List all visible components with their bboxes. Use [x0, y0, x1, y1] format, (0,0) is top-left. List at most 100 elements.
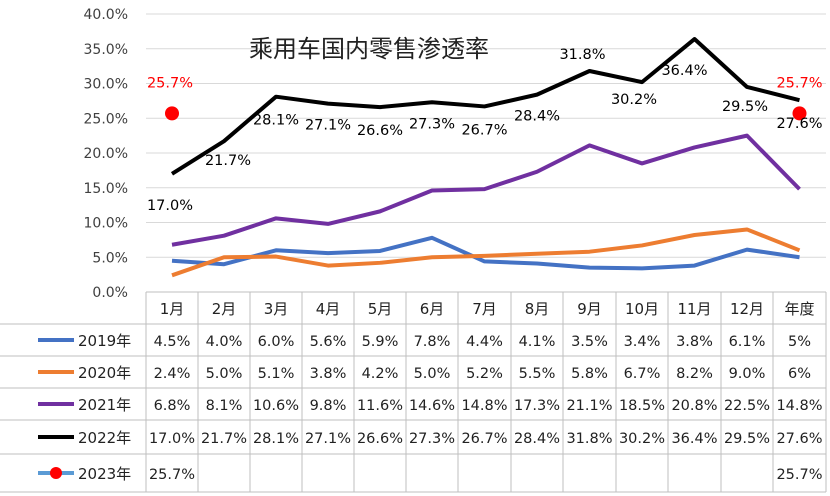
chart-title: 乘用车国内零售渗透率 [249, 35, 489, 63]
table-cell: 4.0% [206, 334, 243, 350]
legend-label: 2023年 [78, 465, 131, 483]
category-label: 年度 [784, 300, 814, 318]
table-cell: 5.9% [362, 334, 399, 350]
series-point-2023年 [792, 106, 807, 121]
category-label: 3月 [264, 300, 289, 318]
data-label: 28.4% [514, 109, 560, 125]
table-cell: 14.8% [776, 398, 822, 414]
y-tick-label: 30.0% [84, 77, 128, 93]
table-cell: 25.7% [776, 467, 822, 483]
y-axis-ticks: 0.0% 5.0% 10.0% 15.0% 20.0% 25.0% 30.0% 35.0% 40… [84, 7, 128, 301]
table-cell: 4.2% [362, 366, 399, 382]
table-cell: 10.6% [253, 398, 299, 414]
table-cell: 8.2% [676, 366, 713, 382]
data-label: 26.7% [461, 122, 507, 138]
legend-label: 2021年 [78, 396, 131, 414]
table-cell: 31.8% [566, 431, 612, 447]
table-cell: 4.1% [519, 334, 556, 350]
table-cell: 26.7% [461, 431, 507, 447]
category-label: 2月 [212, 300, 237, 318]
series-point-2023年 [165, 106, 179, 121]
table-cell: 6.0% [258, 334, 295, 350]
category-label: 11月 [677, 300, 711, 318]
table-cell: 27.6% [776, 431, 822, 447]
table-cell: 26.6% [357, 431, 403, 447]
table-cell: 3.8% [310, 366, 347, 382]
category-label: 8月 [525, 300, 550, 318]
y-tick-label: 0.0% [92, 285, 128, 301]
legend-label: 2022年 [78, 429, 131, 447]
category-label: 4月 [316, 300, 341, 318]
table-cell: 6.8% [154, 398, 191, 414]
category-label: 10月 [625, 300, 659, 318]
table-cell: 6.7% [624, 366, 661, 382]
legend-label: 2019年 [78, 332, 131, 350]
category-label: 12月 [730, 300, 764, 318]
data-label: 27.3% [409, 116, 455, 132]
table-cell: 4.4% [466, 334, 503, 350]
data-label: 27.1% [305, 118, 351, 134]
data-label: 25.7% [776, 75, 822, 91]
data-label: 26.6% [357, 123, 403, 139]
data-table: 1月 2月 3月 4月 5月 6月 7月 8月 9月 10月 11月 12月 年度 2019年 4.5% 4.… [0, 291, 827, 493]
category-label: 6月 [420, 300, 445, 318]
table-cell: 9.0% [729, 366, 766, 382]
table-cell: 36.4% [671, 431, 717, 447]
category-label: 5月 [368, 300, 393, 318]
category-label: 7月 [472, 300, 497, 318]
table-cell: 6% [788, 366, 811, 382]
series-line-2020年 [171, 227, 801, 278]
series-line-2022年 [170, 37, 800, 176]
y-tick-label: 25.0% [84, 111, 128, 127]
table-cell: 27.1% [305, 431, 351, 447]
data-label: 21.7% [205, 153, 251, 169]
data-label: 27.6% [776, 116, 822, 132]
data-label: 30.2% [611, 92, 657, 108]
table-cell: 17.3% [514, 398, 560, 414]
category-label: 9月 [577, 300, 602, 318]
table-cell: 29.5% [724, 431, 770, 447]
table-cell: 3.8% [676, 334, 713, 350]
y-tick-label: 40.0% [84, 7, 128, 23]
category-label: 1月 [160, 300, 185, 318]
series-line-2019年 [171, 235, 800, 271]
table-cell: 17.0% [149, 431, 195, 447]
table-cell: 7.8% [414, 334, 451, 350]
y-tick-label: 35.0% [84, 42, 128, 58]
table-cell: 8.1% [206, 398, 243, 414]
table-cell: 5.2% [466, 366, 503, 382]
table-cell: 3.5% [571, 334, 608, 350]
series-line-2021年 [171, 133, 801, 247]
table-cell: 21.7% [201, 431, 247, 447]
table-cell: 18.5% [619, 398, 665, 414]
table-cell: 6.1% [729, 334, 766, 350]
table-cell: 25.7% [149, 467, 195, 483]
data-labels: 17.0% 21.7% 28.1% 27.1% 26.6% 27.3% 26.7% 28.4%… [147, 47, 823, 214]
data-label: 36.4% [661, 63, 707, 79]
table-cell: 5.8% [571, 366, 608, 382]
table-cell: 5.6% [310, 334, 347, 350]
table-cell: 30.2% [619, 431, 665, 447]
table-cell: 5% [788, 334, 811, 350]
table-cell: 22.5% [724, 398, 770, 414]
table-cell: 5.0% [206, 366, 243, 382]
table-cell: 20.8% [671, 398, 717, 414]
data-label: 17.0% [147, 198, 193, 214]
table-cell: 5.0% [414, 366, 451, 382]
table-cell: 28.4% [514, 431, 560, 447]
data-label: 29.5% [722, 99, 768, 115]
legend-marker-2023年 [50, 467, 62, 479]
table-cell: 5.1% [258, 366, 295, 382]
y-tick-label: 10.0% [84, 216, 128, 232]
legend-label: 2020年 [78, 364, 131, 382]
table-cell: 21.1% [566, 398, 612, 414]
y-tick-label: 15.0% [84, 181, 128, 197]
table-cell: 14.8% [461, 398, 507, 414]
table-cell: 2.4% [154, 366, 191, 382]
data-label: 25.7% [147, 75, 193, 91]
table-cell: 27.3% [409, 431, 455, 447]
table-cell: 28.1% [253, 431, 299, 447]
y-tick-label: 5.0% [92, 250, 128, 266]
table-cell: 5.5% [519, 366, 556, 382]
series-lines [165, 37, 807, 278]
